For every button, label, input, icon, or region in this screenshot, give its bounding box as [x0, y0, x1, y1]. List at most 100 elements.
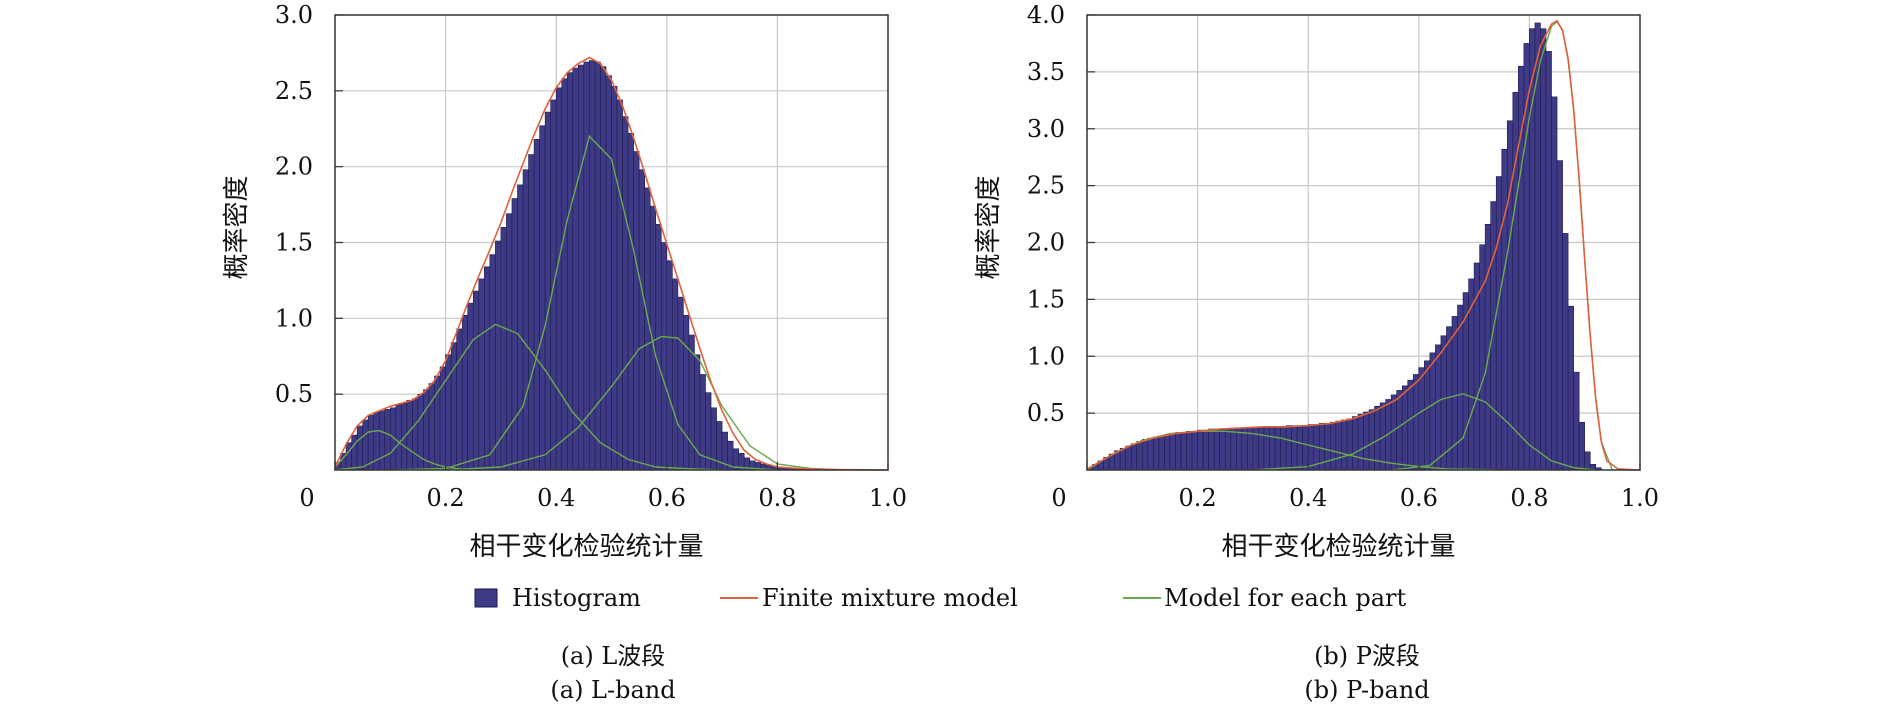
y-tick-label: 3.0: [275, 1, 313, 29]
y-axis-label: 概率密度: [222, 175, 252, 279]
x-tick-label: 0.4: [537, 484, 575, 512]
x-tick-label: 0.2: [1179, 484, 1217, 512]
histogram-bar: [627, 133, 634, 471]
histogram-bar: [1230, 427, 1237, 471]
histogram-bar: [1291, 425, 1298, 471]
histogram-bar: [489, 254, 496, 471]
histogram-bar: [384, 409, 391, 471]
histogram-bar: [683, 314, 690, 471]
histogram-bar: [1119, 448, 1127, 471]
mixture-curve: [334, 56, 889, 471]
histogram-bar: [395, 404, 402, 471]
histogram-bar: [1506, 120, 1514, 471]
histogram-bar: [1280, 426, 1287, 471]
chart-panel-b: 0 0.2 0.4 0.6 0.8 1.0 0.5 1.0 1.5 2.0 2.5 3.0 3.5 4.0…: [974, 1, 1659, 562]
component-curve-4: [445, 335, 844, 471]
histogram-bar: [544, 111, 551, 471]
histogram-bar: [511, 198, 518, 471]
histogram-bar: [1418, 367, 1425, 471]
y-tick-label: 3.0: [1027, 115, 1065, 143]
y-tick-label: 0.5: [1027, 399, 1065, 427]
histogram-bar: [666, 260, 673, 471]
histogram-bar: [1479, 244, 1486, 471]
histogram-bar: [1202, 429, 1209, 471]
component-curve-2: [334, 323, 723, 471]
histogram-bar: [561, 78, 568, 471]
x-tick-label: 0.6: [648, 484, 686, 512]
histogram-bar: [1175, 432, 1182, 471]
caption-cn-a: (a) L波段: [561, 642, 666, 670]
histogram-bar: [1219, 428, 1226, 471]
histogram-bar: [522, 169, 529, 471]
component-curve-3: [390, 134, 778, 471]
histogram-bar: [428, 383, 435, 471]
histogram-bar: [1562, 233, 1569, 471]
histogram-bars: [334, 60, 889, 471]
legend-histogram-swatch: [474, 588, 498, 608]
y-tick-label: 1.0: [1027, 342, 1065, 370]
histogram-bar: [345, 442, 352, 471]
legend-histogram-label: Histogram: [512, 584, 641, 612]
histogram-bar: [1142, 438, 1149, 471]
histogram-bar: [1296, 425, 1303, 471]
histogram-bar: [1274, 426, 1281, 471]
y-tick-label: 1.5: [275, 229, 313, 257]
histogram-bar: [1224, 428, 1232, 471]
histogram-bar: [638, 169, 645, 471]
histogram-bar: [423, 389, 430, 471]
y-tick-label: 0.5: [275, 380, 313, 408]
histogram-bar: [1346, 418, 1353, 471]
y-tick-label: 1.0: [275, 304, 313, 332]
y-tick-label: 4.0: [1027, 1, 1065, 29]
histogram-bar: [1584, 451, 1591, 471]
y-tick-label: 2.0: [1027, 229, 1065, 257]
histogram-bar: [445, 354, 452, 471]
histogram-bar: [572, 67, 579, 471]
histogram-bar: [450, 342, 457, 471]
histogram-bar: [1153, 436, 1160, 471]
caption-cn-b: (b) P波段: [1314, 642, 1420, 670]
histogram-bar: [378, 410, 386, 471]
histogram-bar: [1191, 431, 1198, 471]
histogram-bar: [677, 296, 684, 471]
histogram-bar: [478, 278, 485, 471]
histogram-bar: [1130, 443, 1138, 471]
histogram-bar: [1401, 385, 1409, 471]
histogram-bar: [1495, 176, 1503, 471]
x-axis-label: 相干变化检验统计量: [469, 532, 703, 562]
histogram-bar: [1302, 425, 1309, 471]
histogram-bar: [622, 116, 629, 471]
legend-components-label: Model for each part: [1164, 584, 1407, 612]
histogram-bar: [506, 213, 513, 471]
histogram-bar: [1147, 437, 1154, 471]
histogram-bar: [611, 85, 618, 471]
histogram-bar: [1567, 305, 1574, 471]
y-tick-label: 2.0: [275, 153, 313, 181]
histogram-bar: [1136, 441, 1143, 471]
mixture-curve: [1086, 19, 1641, 471]
histogram-bar: [528, 154, 535, 471]
histogram-bar: [1269, 426, 1276, 471]
caption-en-b: (b) P-band: [1304, 676, 1429, 704]
histogram-bar: [1285, 425, 1292, 471]
legend: Histogram Finite mixture model Model for…: [474, 584, 1407, 612]
x-tick-label: 0.8: [758, 484, 796, 512]
histogram-bar: [660, 242, 668, 471]
histogram-bar: [605, 75, 612, 471]
histogram-bar: [1197, 429, 1204, 471]
x-tick-label: 0.2: [427, 484, 465, 512]
histogram-bar: [1578, 421, 1586, 471]
histogram-bar: [1263, 426, 1270, 471]
histogram-bar: [1352, 416, 1359, 471]
histogram-bar: [655, 224, 662, 471]
x-tick-label: 0.4: [1289, 484, 1327, 512]
histogram-bar: [672, 278, 679, 471]
y-tick-label: 2.5: [275, 77, 313, 105]
histogram-bar: [594, 61, 601, 471]
histogram-bar: [406, 399, 413, 471]
histogram-bar: [467, 302, 474, 471]
caption-en-a: (a) L-band: [550, 676, 675, 704]
histogram-bar: [1186, 431, 1193, 471]
histogram-bars: [1086, 22, 1602, 471]
histogram-bar: [1556, 160, 1563, 471]
